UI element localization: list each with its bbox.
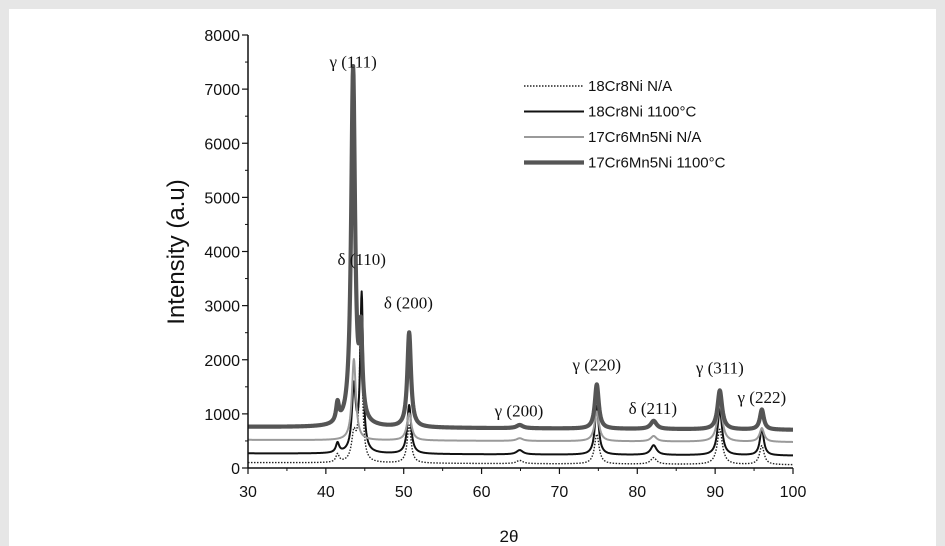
y-tick-label: 0 [231,461,240,478]
peak-labels: γ (111) δ (110) δ (200) γ (200) γ (220) δ (21… [328,52,786,420]
plot-lines [246,63,795,466]
peak-label: γ (311) [695,358,744,377]
legend-entry: 18Cr8Ni 1100°C [588,104,696,121]
series-line-1 [247,317,794,466]
x-axis-title: 2θ [500,527,519,546]
peak-label: γ (222) [737,388,787,407]
legend: 18Cr8Ni N/A 18Cr8Ni 1100°C 17Cr6Mn5Ni N/A 1… [524,78,726,172]
legend-entry: 17Cr6Mn5Ni N/A [588,129,701,146]
x-tick-label: 90 [706,484,724,501]
legend-entry: 17Cr6Mn5Ni 1100°C [588,155,726,172]
peak-label: δ (211) [629,399,677,418]
peak-label: γ (111) [328,52,376,71]
series-line-4 [246,63,795,432]
ticks: 30 40 50 60 70 80 90 10001000200030004000500060… [204,28,806,501]
x-tick-label: 70 [551,484,569,501]
x-tick-label: 60 [473,484,491,501]
y-axis-title: Intensity (a.u) [163,179,190,324]
peak-label: γ (220) [572,356,622,375]
peak-label: δ (110) [337,250,385,269]
y-tick-label: 4000 [204,245,240,262]
peak-label: δ (200) [384,293,433,312]
y-tick-label: 1000 [204,407,240,424]
series-line-3 [247,358,794,443]
x-tick-label: 50 [395,484,413,501]
x-tick-label: 100 [780,484,807,501]
peak-label: γ (200) [494,402,544,421]
y-tick-label: 2000 [204,353,240,370]
y-tick-label: 6000 [204,136,240,153]
y-tick-label: 5000 [204,190,240,207]
x-tick-label: 30 [239,484,257,501]
series-line-2 [247,290,794,457]
y-tick-label: 7000 [204,82,240,99]
y-tick-label: 8000 [204,28,240,45]
legend-entry: 18Cr8Ni N/A [588,78,672,95]
y-tick-label: 3000 [204,299,240,316]
chart-frame [9,9,936,546]
x-tick-label: 40 [317,484,335,501]
x-tick-label: 80 [628,484,646,501]
